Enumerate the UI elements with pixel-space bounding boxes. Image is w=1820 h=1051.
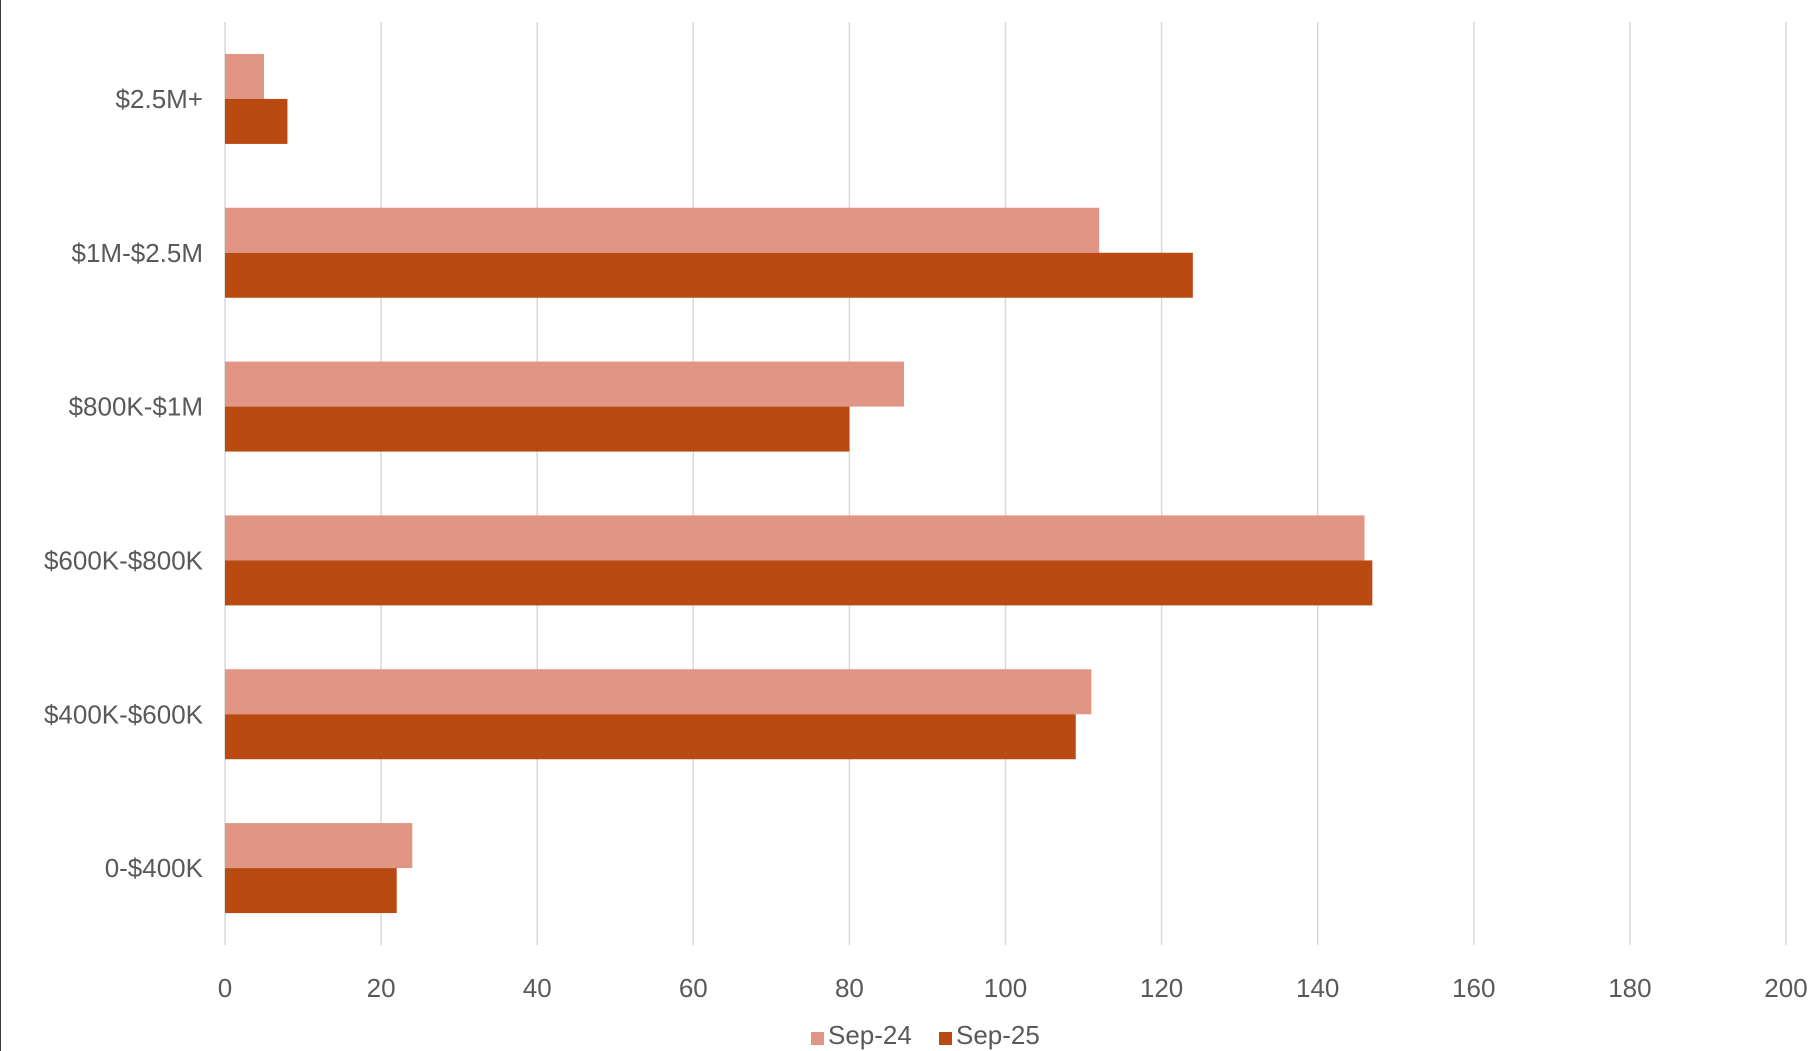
bar-Sep-24-$1M-$2.5M <box>225 207 1100 253</box>
bar-Sep-24-$800K-$1M <box>225 361 905 407</box>
x-tick-label: 0 <box>218 973 232 1003</box>
legend-swatch <box>811 1032 824 1045</box>
category-label: $1M-$2.5M <box>72 238 204 268</box>
bar-Sep-24-$400K-$600K <box>225 669 1092 715</box>
x-tick-label: 120 <box>1140 973 1183 1003</box>
x-tick-label: 200 <box>1764 973 1807 1003</box>
x-tick-labels: 0 20 40 60 80 100 120 140 160 180 200 <box>218 973 1808 1003</box>
x-tick-label: 60 <box>679 973 708 1003</box>
category-label: 0-$400K <box>105 853 204 883</box>
legend-label: Sep-24 <box>828 1020 912 1050</box>
bar-Sep-24-$2.5M+ <box>225 53 265 99</box>
x-tick-label: 100 <box>984 973 1027 1003</box>
legend-swatch <box>939 1032 952 1045</box>
bar-Sep-25-$400K-$600K <box>225 714 1076 760</box>
gridlines <box>224 22 1787 945</box>
category-label: $600K-$800K <box>44 545 204 575</box>
x-tick-label: 180 <box>1608 973 1651 1003</box>
bar-Sep-24-$600K-$800K <box>225 515 1365 561</box>
bar-Sep-25-$600K-$800K <box>225 560 1373 606</box>
legend: Sep-24 Sep-25 <box>811 1020 1040 1050</box>
x-tick-label: 40 <box>523 973 552 1003</box>
category-label: $400K-$600K <box>44 699 204 729</box>
bar-Sep-24-0-$400K <box>225 823 413 869</box>
bar-Sep-25-$1M-$2.5M <box>225 252 1193 298</box>
x-tick-label: 20 <box>367 973 396 1003</box>
x-tick-label: 140 <box>1296 973 1339 1003</box>
bar-Sep-25-0-$400K <box>225 868 397 914</box>
legend-label: Sep-25 <box>956 1020 1040 1050</box>
category-label: $2.5M+ <box>116 84 203 114</box>
category-labels: 0-$400K $400K-$600K $600K-$800K $800K-$1M $1… <box>44 84 204 883</box>
x-tick-label: 160 <box>1452 973 1495 1003</box>
bars <box>225 53 1373 914</box>
category-label: $800K-$1M <box>69 392 203 422</box>
bar-Sep-25-$800K-$1M <box>225 406 850 452</box>
x-tick-label: 80 <box>835 973 864 1003</box>
bar-Sep-25-$2.5M+ <box>225 98 288 144</box>
